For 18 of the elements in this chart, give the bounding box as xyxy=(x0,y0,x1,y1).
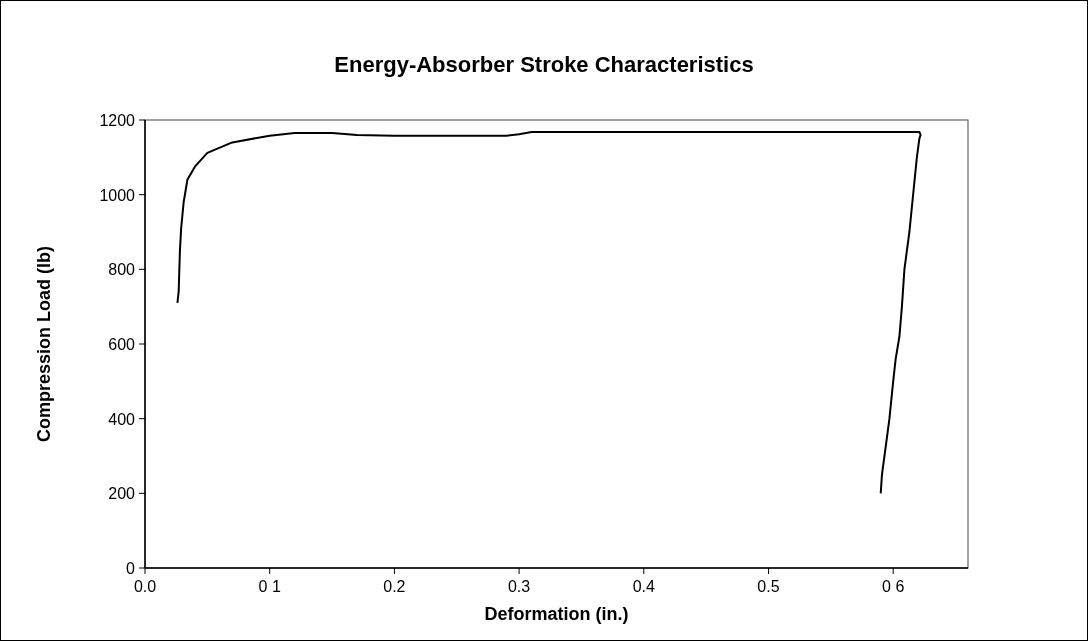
y-tick-label: 800 xyxy=(108,261,136,279)
line-series xyxy=(176,130,922,495)
x-tick-label: 0.4 xyxy=(632,578,656,595)
y-axis-title: Compression Load (lb) xyxy=(34,245,54,443)
y-tick-label: 1000 xyxy=(99,186,136,204)
chart-title: Energy-Absorber Stroke Characteristics xyxy=(334,52,754,77)
x-tick-label: 0.2 xyxy=(383,578,406,595)
x-tick-label: 0.5 xyxy=(757,578,780,595)
y-tick-label: 200 xyxy=(108,485,136,503)
x-tick-label: 0.0 xyxy=(133,578,157,595)
x-tick-label: 0 1 xyxy=(258,578,281,595)
y-tick-label: 0 xyxy=(126,560,136,577)
x-axis-title: Deformation (in.) xyxy=(484,604,629,624)
x-tick-label: 0 6 xyxy=(882,578,905,595)
y-tick-label: 1200 xyxy=(99,112,136,129)
y-tick-label: 400 xyxy=(108,410,136,428)
y-tick-label: 600 xyxy=(108,336,136,353)
x-tick-label: 0.3 xyxy=(507,578,531,595)
